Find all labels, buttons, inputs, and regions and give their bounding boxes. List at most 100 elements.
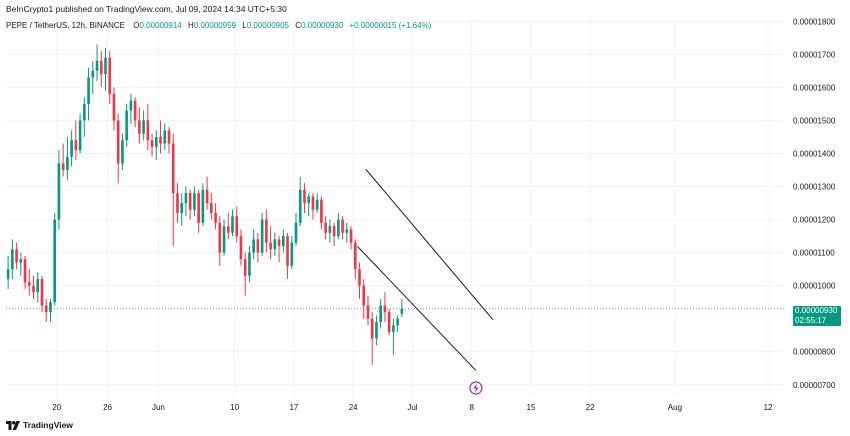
candlestick-series [6,44,404,365]
bar-countdown: 02:55:17 [795,316,827,325]
lightning-bolt [473,383,479,393]
time-tick-label: 20 [52,403,61,412]
candle-body [281,236,285,246]
candle [53,212,56,306]
candle-body [277,239,281,246]
candle-body [61,163,65,170]
time-tick-label: 10 [230,403,239,412]
last-price-value: 0.00000930 [795,306,838,315]
candle [383,292,387,322]
candle-body [197,193,200,223]
candle [49,298,52,322]
candle-body [358,269,361,286]
candle-body [142,120,145,134]
grid-lines [6,18,785,398]
channel-trend-line[interactable] [365,169,494,321]
candle-body [27,282,31,286]
candle [150,133,154,157]
candle [400,299,404,318]
candle [184,186,188,217]
candle-body [6,269,10,280]
candle [15,242,18,270]
candle-body [87,77,90,104]
candle [252,229,255,260]
candle [265,209,268,253]
candle-body [95,60,99,71]
candle-body [138,120,141,134]
candle-body [125,110,128,141]
time-tick-label: Jul [407,403,417,412]
candle [222,219,226,256]
candle [121,133,124,170]
candle-body [11,249,14,270]
candle-body [337,219,340,237]
candle-body [15,249,18,263]
candle [303,183,306,213]
lightning-icon[interactable] [469,381,483,395]
candle-body [239,236,243,260]
candle [290,236,294,270]
candle-body [44,305,48,313]
candle-body [201,189,205,223]
candle-body [210,203,213,213]
candle [19,252,23,276]
candle-body [184,193,188,204]
candle [298,176,302,227]
candle [324,216,327,240]
candle-body [226,226,230,233]
candle [180,193,184,227]
time-tick-label: Aug [668,403,682,412]
candle-body [252,239,255,253]
publish-info: BeInCrypto1 published on TradingView.com… [6,4,287,14]
candle-body [32,285,35,293]
candle-body [392,325,395,332]
time-tick-label: 24 [349,403,358,412]
channel-trend-lines[interactable] [357,169,494,371]
price-axis[interactable]: 0.00000700 0.00000800 0.00001000 0.00001100… [793,17,836,389]
price-tick-label: 0.00001700 [793,50,836,59]
candle [6,255,10,289]
candle [345,222,349,243]
candle-body [315,199,319,210]
candle [23,255,27,289]
close-label: C [295,21,301,30]
channel-trend-line[interactable] [357,245,477,371]
candle [171,133,175,246]
candle-body [265,219,268,243]
candle [167,127,171,154]
time-axis[interactable]: 20 26 Jun 10 17 24 Jul 8 15 22 Aug 12 [52,403,773,412]
candle [286,232,289,280]
candle [108,51,112,104]
candle [40,275,44,313]
time-tick-label: 12 [764,403,773,412]
candle-body [362,285,366,306]
tradingview-logo[interactable]: TradingView [6,420,73,430]
candle-body [366,305,370,319]
event-markers[interactable] [469,381,483,395]
candle [159,120,162,154]
candle [214,203,217,230]
candle-body [23,259,27,283]
candle-body [396,318,399,326]
time-tick-label: 8 [469,403,474,412]
candle [392,318,395,356]
candle [218,216,222,266]
candle [387,308,391,336]
candle [66,136,69,180]
candle [311,193,315,220]
candle-body [311,196,315,210]
candle-body [129,100,133,111]
candle-body [66,156,69,170]
symbol-title[interactable]: PEPE / TetherUS, 12h, BINANCE [6,21,126,30]
candle [320,196,323,230]
candle-body [70,140,73,157]
candle-body [324,222,327,233]
candle-body [83,103,86,121]
candle [57,150,61,230]
candle [163,123,167,151]
candle-body [328,226,332,233]
candle [248,246,251,283]
candle-body [243,259,247,276]
candle-body [91,70,95,78]
